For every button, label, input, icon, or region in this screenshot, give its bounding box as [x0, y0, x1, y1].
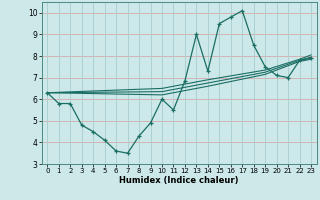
X-axis label: Humidex (Indice chaleur): Humidex (Indice chaleur) — [119, 176, 239, 185]
